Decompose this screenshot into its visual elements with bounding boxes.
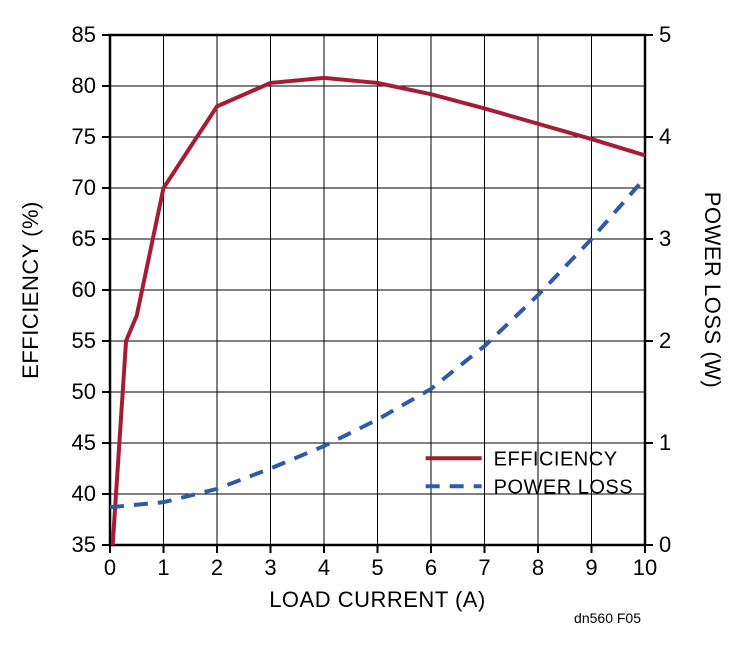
y-left-tick-label: 40 [72, 481, 96, 506]
y-right-tick-label: 2 [659, 328, 671, 353]
x-tick-label: 10 [633, 555, 657, 580]
efficiency-powerloss-chart: 0123456789103540455055606570758085012345… [0, 0, 735, 655]
x-tick-label: 4 [318, 555, 330, 580]
y-left-tick-label: 85 [72, 22, 96, 47]
y-left-tick-label: 55 [72, 328, 96, 353]
y-right-axis-label: POWER LOSS (W) [700, 192, 725, 388]
legend-label: POWER LOSS [494, 476, 633, 498]
y-left-tick-label: 70 [72, 175, 96, 200]
y-left-tick-label: 45 [72, 430, 96, 455]
x-tick-label: 3 [264, 555, 276, 580]
y-left-tick-label: 60 [72, 277, 96, 302]
x-tick-label: 1 [157, 555, 169, 580]
x-tick-label: 7 [478, 555, 490, 580]
y-left-tick-label: 80 [72, 73, 96, 98]
y-right-tick-label: 4 [659, 124, 671, 149]
legend-label: EFFICIENCY [494, 448, 618, 470]
y-right-tick-label: 0 [659, 532, 671, 557]
y-left-axis-label: EFFICIENCY (%) [18, 201, 43, 379]
y-right-tick-label: 1 [659, 430, 671, 455]
y-left-tick-label: 50 [72, 379, 96, 404]
footnote: dn560 F05 [574, 610, 641, 626]
y-right-tick-label: 5 [659, 22, 671, 47]
y-left-tick-label: 35 [72, 532, 96, 557]
x-axis-label: LOAD CURRENT (A) [269, 587, 486, 612]
y-right-tick-label: 3 [659, 226, 671, 251]
x-tick-label: 8 [532, 555, 544, 580]
x-tick-label: 5 [371, 555, 383, 580]
y-left-tick-label: 65 [72, 226, 96, 251]
x-tick-label: 0 [104, 555, 116, 580]
x-tick-label: 6 [425, 555, 437, 580]
x-tick-label: 2 [211, 555, 223, 580]
x-tick-label: 9 [585, 555, 597, 580]
y-left-tick-label: 75 [72, 124, 96, 149]
